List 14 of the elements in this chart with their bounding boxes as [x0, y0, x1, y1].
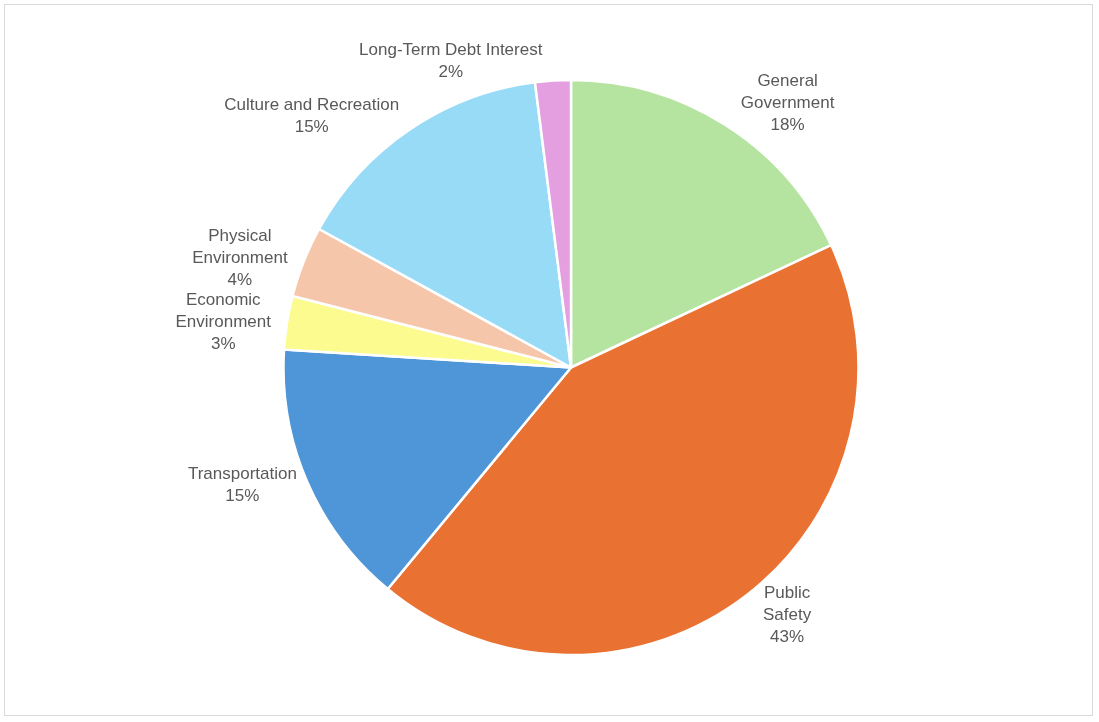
data-label: 15%	[294, 117, 329, 137]
data-label: 18%	[770, 114, 805, 134]
data-label: 4%	[227, 269, 253, 289]
slice-label: Public Safety	[763, 582, 812, 624]
data-label: 43%	[770, 627, 805, 646]
data-label: 3%	[210, 334, 236, 354]
slice-label: Long-Term Debt Interest	[359, 39, 543, 59]
data-label: 15%	[225, 486, 260, 506]
slice-label: Culture and Recreation	[224, 95, 400, 115]
slice-label: General Government	[740, 70, 835, 112]
data-label: 2%	[438, 61, 464, 81]
slice-label: Economic Environment	[175, 290, 272, 332]
slice-label: Transportation	[187, 464, 297, 484]
slice-label: Physical Environment	[192, 225, 288, 267]
